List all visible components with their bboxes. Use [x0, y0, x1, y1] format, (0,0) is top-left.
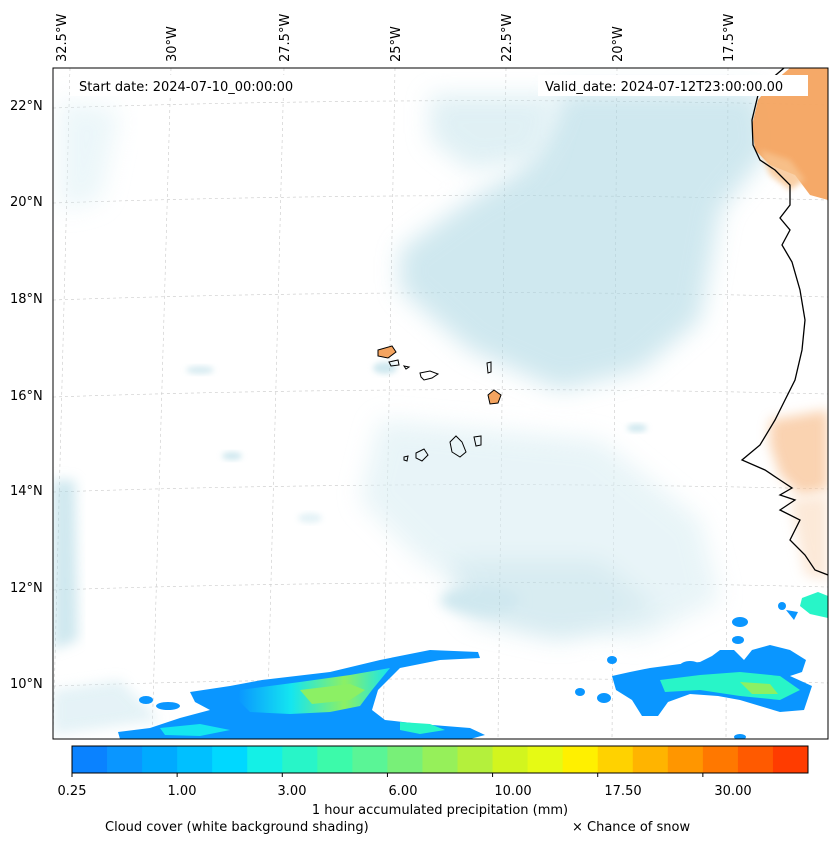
lat-label: 10°N — [10, 677, 43, 692]
colorbar-segment — [527, 746, 564, 773]
colorbar-ticks: 0.25 1.00 3.00 6.00 10.00 17.50 30.00 — [58, 784, 752, 799]
meridian-22-5w — [497, 68, 507, 739]
header-labels: Start date: 2024-07-10_00:00:00 Valid_da… — [70, 75, 808, 96]
colorbar-tick-label: 17.50 — [604, 784, 641, 799]
island-santa-luzia — [402, 365, 411, 370]
parallel-14n — [53, 484, 828, 493]
colorbar-segment — [387, 746, 423, 773]
precip-cell-small-1 — [139, 696, 153, 704]
meridian-17-5w — [725, 68, 729, 739]
longitude-labels: 32.5°W 30°W 27.5°W 25°W 22.5°W 20°W 17.5… — [55, 14, 737, 62]
colorbar-segment — [667, 746, 704, 773]
map-border — [52, 67, 829, 740]
latitude-labels: 22°N 20°N 18°N 16°N 14°N 12°N 10°N — [10, 99, 43, 692]
parallel-10n — [53, 678, 828, 687]
colorbar-segment — [317, 746, 353, 773]
meridian-25w — [382, 68, 396, 739]
colorbar-title: 1 hour accumulated precipitation (mm) — [312, 803, 568, 818]
cape-verde-islands — [377, 345, 502, 462]
colorbar-segment — [352, 746, 388, 773]
snow-legend: × Chance of snow — [572, 820, 690, 835]
colorbar-segment — [177, 746, 213, 773]
colorbar-segment — [422, 746, 459, 773]
cloud-cover-shading — [53, 90, 770, 735]
lat-label: 14°N — [10, 484, 43, 499]
colorbar-tick-label: 3.00 — [278, 784, 307, 799]
colorbar-segment — [772, 746, 809, 773]
lat-label: 18°N — [10, 292, 43, 307]
colorbar-segment — [72, 746, 108, 773]
land-shading — [752, 68, 828, 580]
colorbar-segment — [107, 746, 143, 773]
colorbar-segment — [737, 746, 774, 773]
lon-label: 32.5°W — [55, 14, 70, 62]
colorbar-segment — [212, 746, 248, 773]
colorbar-tick-label: 0.25 — [58, 784, 87, 799]
parallel-22n — [53, 100, 828, 109]
parallel-16n — [53, 389, 828, 398]
lat-label: 20°N — [10, 195, 43, 210]
colorbar-segment — [597, 746, 634, 773]
colorbar-tick-label: 1.00 — [168, 784, 197, 799]
colorbar-segment — [457, 746, 494, 773]
precip-cell-coast — [800, 592, 828, 618]
island-fogo — [415, 448, 429, 462]
island-santiago — [449, 435, 467, 458]
colorbar-segment — [142, 746, 178, 773]
lon-label: 17.5°W — [722, 14, 737, 62]
valid-date-box — [538, 75, 808, 96]
parallel-18n — [53, 292, 828, 301]
meridian-30w — [151, 68, 172, 739]
colorbar-tick-label: 10.00 — [494, 784, 531, 799]
lat-label: 16°N — [10, 389, 43, 404]
colorbar-segment — [632, 746, 669, 773]
precip-cell-small-2 — [156, 702, 180, 710]
meridian-27-5w — [266, 68, 285, 739]
parallel-20n — [53, 195, 828, 204]
colorbar-tick-label: 6.00 — [389, 784, 418, 799]
island-sao-nicolau — [419, 370, 440, 381]
lon-label: 20°W — [611, 26, 626, 62]
colorbar-segment — [562, 746, 599, 773]
island-maio — [473, 435, 482, 447]
island-sal — [486, 361, 492, 374]
start-date-box — [70, 75, 310, 96]
lon-label: 25°W — [389, 26, 404, 62]
colorbar-segment — [247, 746, 283, 773]
colorbar-segment — [282, 746, 318, 773]
start-date-label: Start date: 2024-07-10_00:00:00 — [79, 80, 293, 95]
parallel-12n — [53, 582, 828, 591]
lon-label: 22.5°W — [500, 14, 515, 62]
colorbar-segment — [492, 746, 529, 773]
island-sao-vicente — [388, 359, 400, 367]
colorbar-segment — [702, 746, 739, 773]
island-brava — [403, 455, 409, 462]
valid-date-label: Valid_date: 2024-07-12T23:00:00.00 — [545, 80, 783, 95]
cloud-cover-legend: Cloud cover (white background shading) — [105, 820, 369, 835]
colorbar — [71, 745, 809, 777]
lat-label: 12°N — [10, 581, 43, 596]
precipitation-regions — [118, 592, 828, 739]
lon-label: 30°W — [165, 26, 180, 62]
colorbar-tick-label: 30.00 — [714, 784, 751, 799]
africa-coastline — [740, 68, 828, 576]
colorbar-border — [71, 745, 809, 774]
island-santo-antao — [377, 345, 397, 359]
lat-label: 22°N — [10, 99, 43, 114]
lon-label: 27.5°W — [278, 14, 293, 62]
island-boa-vista — [487, 389, 502, 405]
